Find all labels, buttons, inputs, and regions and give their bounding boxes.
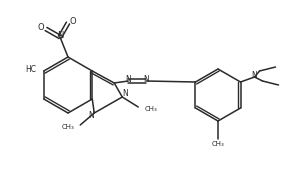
Text: N: N <box>123 90 128 99</box>
Text: O: O <box>70 17 76 26</box>
Text: N: N <box>125 76 131 84</box>
Text: HC: HC <box>25 64 36 74</box>
Text: CH₃: CH₃ <box>212 141 224 147</box>
Text: N: N <box>252 71 257 80</box>
Text: N: N <box>88 112 94 121</box>
Text: CH₃: CH₃ <box>144 106 157 112</box>
Text: N: N <box>143 76 149 84</box>
Text: O: O <box>38 23 44 32</box>
Text: N: N <box>57 32 63 40</box>
Text: CH₃: CH₃ <box>61 124 74 130</box>
